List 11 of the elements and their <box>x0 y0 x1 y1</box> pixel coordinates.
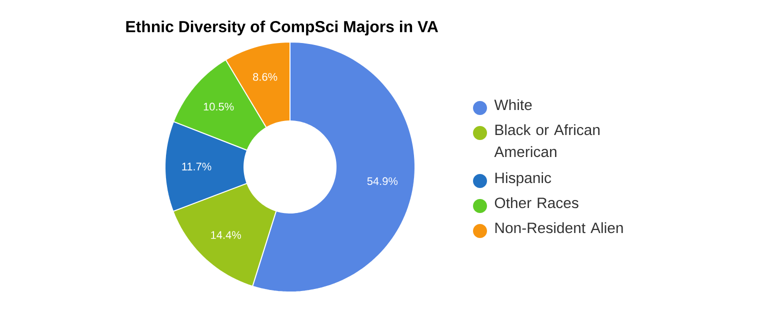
legend-label: Other Races <box>494 197 578 208</box>
chart-title: Ethnic Diversity of CompSci Majors in VA <box>126 20 438 36</box>
legend-label: Non-Resident Alien <box>495 222 623 234</box>
data-label: 8.6% <box>253 73 278 81</box>
data-label: 14.4% <box>211 231 241 239</box>
data-label: 11.7% <box>182 162 212 170</box>
legend-label: White <box>494 99 532 110</box>
legend-label: Hispanic <box>495 172 552 186</box>
data-label: 10.5% <box>204 102 234 111</box>
legend-label: Black or African American <box>494 124 600 158</box>
data-label: 54.9% <box>367 177 398 186</box>
